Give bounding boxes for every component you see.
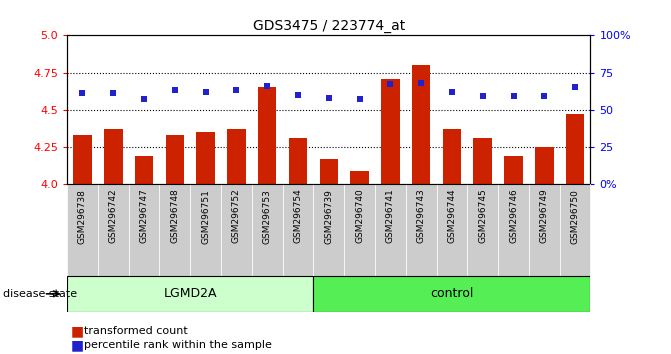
Text: GSM296738: GSM296738 xyxy=(78,189,87,244)
Bar xyxy=(227,129,246,184)
Text: GSM296744: GSM296744 xyxy=(448,189,456,243)
FancyBboxPatch shape xyxy=(129,184,160,276)
Title: GDS3475 / 223774_at: GDS3475 / 223774_at xyxy=(253,19,405,33)
Bar xyxy=(104,129,123,184)
Text: GSM296739: GSM296739 xyxy=(324,189,333,244)
Bar xyxy=(135,156,153,184)
FancyBboxPatch shape xyxy=(375,184,406,276)
Text: LGMD2A: LGMD2A xyxy=(164,287,217,300)
FancyBboxPatch shape xyxy=(221,184,252,276)
Bar xyxy=(566,114,584,184)
Text: GSM296754: GSM296754 xyxy=(293,189,303,244)
Bar xyxy=(535,147,554,184)
Text: ■: ■ xyxy=(70,324,84,338)
Text: GSM296749: GSM296749 xyxy=(539,189,549,244)
FancyBboxPatch shape xyxy=(160,184,191,276)
Bar xyxy=(166,135,184,184)
Bar xyxy=(67,276,313,312)
Text: disease state: disease state xyxy=(3,289,77,299)
Bar xyxy=(443,129,461,184)
FancyBboxPatch shape xyxy=(98,184,129,276)
Text: percentile rank within the sample: percentile rank within the sample xyxy=(84,340,272,350)
Bar xyxy=(412,65,430,184)
Bar xyxy=(474,138,492,184)
Text: GSM296751: GSM296751 xyxy=(201,189,210,244)
Text: GSM296743: GSM296743 xyxy=(417,189,425,244)
Bar xyxy=(313,276,590,312)
Bar xyxy=(258,87,276,184)
FancyBboxPatch shape xyxy=(560,184,590,276)
Text: GSM296753: GSM296753 xyxy=(263,189,272,244)
Text: GSM296745: GSM296745 xyxy=(478,189,487,244)
FancyBboxPatch shape xyxy=(437,184,467,276)
Text: GSM296752: GSM296752 xyxy=(232,189,241,244)
FancyBboxPatch shape xyxy=(313,184,344,276)
FancyBboxPatch shape xyxy=(406,184,437,276)
Bar xyxy=(350,171,369,184)
FancyBboxPatch shape xyxy=(529,184,560,276)
Text: GSM296750: GSM296750 xyxy=(570,189,580,244)
FancyBboxPatch shape xyxy=(498,184,529,276)
FancyBboxPatch shape xyxy=(191,184,221,276)
FancyBboxPatch shape xyxy=(252,184,282,276)
Text: transformed count: transformed count xyxy=(84,326,188,336)
Text: GSM296748: GSM296748 xyxy=(170,189,179,244)
Bar xyxy=(505,156,523,184)
Bar xyxy=(73,135,92,184)
FancyBboxPatch shape xyxy=(282,184,313,276)
Text: ■: ■ xyxy=(70,338,84,352)
FancyBboxPatch shape xyxy=(67,184,98,276)
Text: control: control xyxy=(430,287,474,300)
FancyBboxPatch shape xyxy=(344,184,375,276)
FancyBboxPatch shape xyxy=(467,184,498,276)
Text: GSM296740: GSM296740 xyxy=(355,189,364,244)
Text: GSM296746: GSM296746 xyxy=(509,189,518,244)
Bar xyxy=(289,138,307,184)
Bar xyxy=(197,132,215,184)
Text: GSM296747: GSM296747 xyxy=(140,189,148,244)
Text: GSM296741: GSM296741 xyxy=(386,189,395,244)
Bar xyxy=(381,79,400,184)
Bar xyxy=(319,159,338,184)
Text: GSM296742: GSM296742 xyxy=(109,189,118,243)
